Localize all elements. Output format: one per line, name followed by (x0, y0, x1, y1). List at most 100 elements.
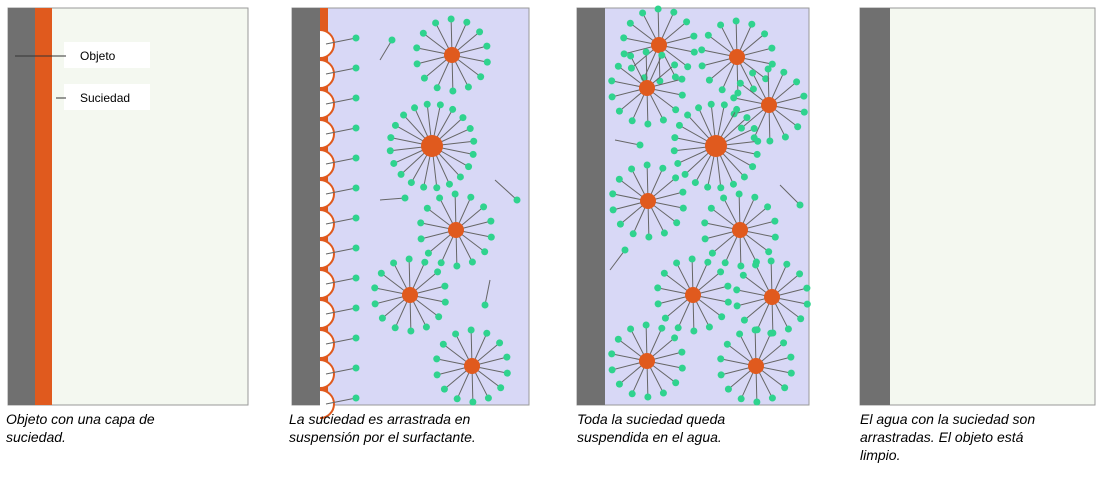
dirt-layer (35, 8, 52, 405)
surfactant-head (672, 106, 680, 114)
surfactant-head (672, 174, 680, 182)
surfactant-head (718, 86, 726, 94)
surfactant-head (673, 259, 681, 267)
surfactant-head (672, 379, 680, 387)
surfactant-head (441, 298, 449, 306)
surfactant-head (421, 258, 429, 266)
surfactant-head (470, 137, 478, 145)
surfactant-head (794, 123, 802, 131)
surfactant-head (620, 34, 628, 42)
surfactant-head (768, 394, 776, 402)
surfactant-head (463, 18, 471, 26)
surfactant-head (750, 125, 758, 133)
surfactant-tail (325, 337, 357, 345)
surfactant-head (787, 353, 795, 361)
surfactant-head (614, 335, 622, 343)
surfactant-head (391, 121, 399, 129)
surfactant-head (797, 315, 805, 323)
surfactant-head (704, 31, 712, 39)
dirt-particle (729, 49, 745, 65)
caption: Objeto con una capa de (6, 411, 155, 427)
surfactant-head (751, 193, 759, 201)
surfactant-head (629, 230, 637, 238)
surfactant-head (670, 147, 678, 155)
label-box (64, 84, 150, 110)
surfactant-head (678, 75, 686, 83)
label: Objeto (80, 49, 116, 63)
surfactant-head (609, 190, 617, 198)
surfactant-head (721, 259, 729, 267)
surfactant-head (717, 268, 725, 276)
surfactant-head (701, 235, 709, 243)
surfactant-head (627, 325, 635, 333)
label: Suciedad (80, 91, 130, 105)
surfactant-head (690, 48, 698, 56)
surfactant-head (620, 50, 628, 58)
surfactant-head (642, 321, 650, 329)
dirt-particle (640, 193, 656, 209)
surfactant-head (736, 79, 744, 87)
surfactant-head (733, 286, 741, 294)
panel-water (576, 7, 810, 406)
surfactant-head (440, 385, 448, 393)
surfactant-head (784, 325, 792, 333)
surfactant-head (401, 194, 409, 202)
surfactant-head (659, 389, 667, 397)
surfactant-head (352, 334, 360, 342)
surfactant-head (352, 124, 360, 132)
surfactant-head (451, 190, 459, 198)
surfactant-head (464, 83, 472, 91)
surfactant-head (608, 93, 616, 101)
surfactant-head (405, 255, 413, 263)
panel-water (859, 7, 1096, 406)
surfactant-head (352, 64, 360, 72)
surfactant-tail (779, 184, 801, 206)
caption: suspensión por el surfactante. (289, 429, 476, 445)
caption: Toda la suciedad queda (577, 411, 725, 427)
surfactant-head (388, 36, 396, 44)
surfactant-head (767, 257, 775, 265)
dirt-particle (464, 358, 480, 374)
surfactant-head (469, 150, 477, 158)
surfactant-head (468, 258, 476, 266)
surfactant-tail (325, 247, 357, 255)
surfactant-head (432, 19, 440, 27)
surfactant-head (445, 180, 453, 188)
object (8, 8, 35, 405)
surfactant-head (423, 204, 431, 212)
object (577, 8, 605, 405)
surfactant-head (723, 340, 731, 348)
surfactant-head (720, 194, 728, 202)
surfactant-head (679, 204, 687, 212)
surfactant-head (424, 249, 432, 257)
surfactant-tail (609, 249, 626, 271)
surfactant-head (688, 255, 696, 263)
surfactant-head (781, 133, 789, 141)
surfactant-head (487, 217, 495, 225)
surfactant-head (733, 302, 741, 310)
dirt-particle (732, 222, 748, 238)
surfactant-head (678, 364, 686, 372)
surfactant-tail (325, 67, 357, 75)
surfactant-head (661, 314, 669, 322)
caption: El agua con la suciedad son (860, 411, 1035, 427)
surfactant-head (436, 101, 444, 109)
object (860, 8, 890, 405)
surfactant-head (481, 301, 489, 309)
surfactant-head (449, 87, 457, 95)
surfactant-head (761, 30, 769, 38)
surfactant-head (701, 219, 709, 227)
surfactant-head (753, 398, 761, 406)
dirt-particle (402, 287, 418, 303)
surfactant-head (452, 330, 460, 338)
surfactant-head (627, 64, 635, 72)
surfactant-head (644, 120, 652, 128)
surfactant-head (439, 340, 447, 348)
surfactant-head (419, 29, 427, 37)
surfactant-head (752, 261, 760, 269)
surfactant-head (434, 268, 442, 276)
surfactant-head (768, 44, 776, 52)
surfactant-head (487, 233, 495, 241)
surfactant-head (781, 384, 789, 392)
surfactant-head (803, 300, 811, 308)
